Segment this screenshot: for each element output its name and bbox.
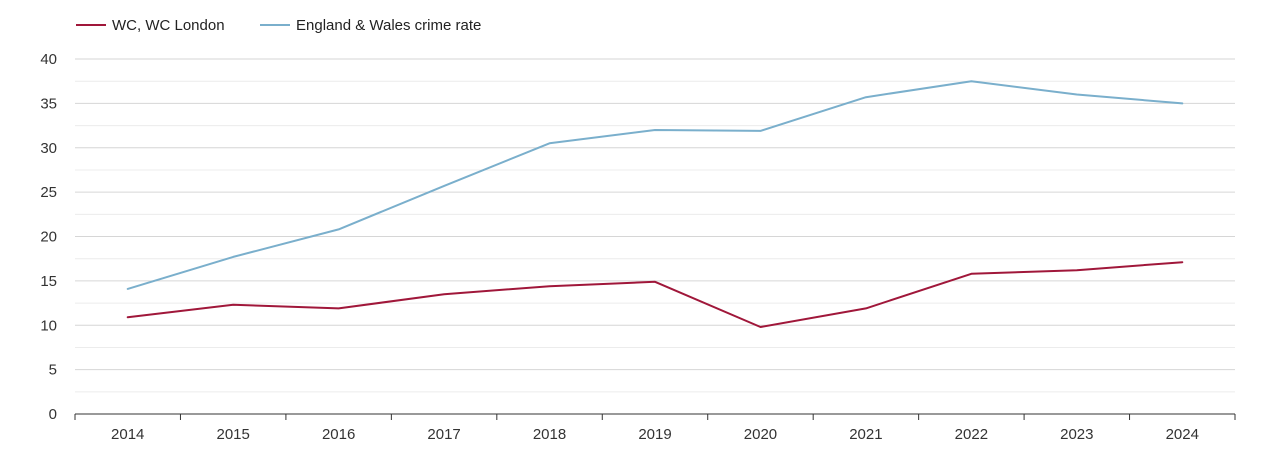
- legend-label-wc: WC, WC London: [112, 17, 225, 34]
- y-tick-label: 35: [40, 95, 57, 112]
- x-tick-label: 2021: [849, 426, 882, 443]
- x-axis: 2014 2015 2016 2017 2018 2019 2020 2021 2022 2023…: [74, 413, 1236, 443]
- series-line-wc[interactable]: [126, 261, 1184, 328]
- series-line-england-wales[interactable]: [126, 80, 1184, 290]
- y-axis: 0 5 10 15 20 25 30 35 40: [40, 51, 57, 423]
- y-tick-label: 40: [40, 51, 57, 68]
- y-tick-label: 25: [40, 184, 57, 201]
- x-tick-label: 2018: [533, 426, 566, 443]
- y-tick-label: 15: [40, 273, 57, 290]
- x-tick-label: 2023: [1060, 426, 1093, 443]
- y-tick-label: 5: [49, 362, 57, 379]
- legend-item-england-wales[interactable]: England & Wales crime rate: [260, 17, 481, 34]
- x-tick-label: 2022: [955, 426, 988, 443]
- x-tick-label: 2014: [111, 426, 144, 443]
- x-tick-label: 2020: [744, 426, 777, 443]
- x-tick-label: 2016: [322, 426, 355, 443]
- y-tick-label: 30: [40, 140, 57, 157]
- series-layer: [126, 80, 1184, 328]
- grid: [75, 58, 1235, 393]
- y-tick-label: 0: [49, 406, 57, 423]
- y-tick-label: 10: [40, 317, 57, 334]
- legend-item-wc[interactable]: WC, WC London: [76, 17, 225, 34]
- y-tick-label: 20: [40, 229, 57, 246]
- legend-label-england-wales: England & Wales crime rate: [296, 17, 481, 34]
- x-tick-label: 2019: [638, 426, 671, 443]
- x-tick-label: 2015: [216, 426, 249, 443]
- x-tick-label: 2024: [1166, 426, 1199, 443]
- legend: WC, WC London England & Wales crime rate: [76, 17, 481, 34]
- x-tick-label: 2017: [427, 426, 460, 443]
